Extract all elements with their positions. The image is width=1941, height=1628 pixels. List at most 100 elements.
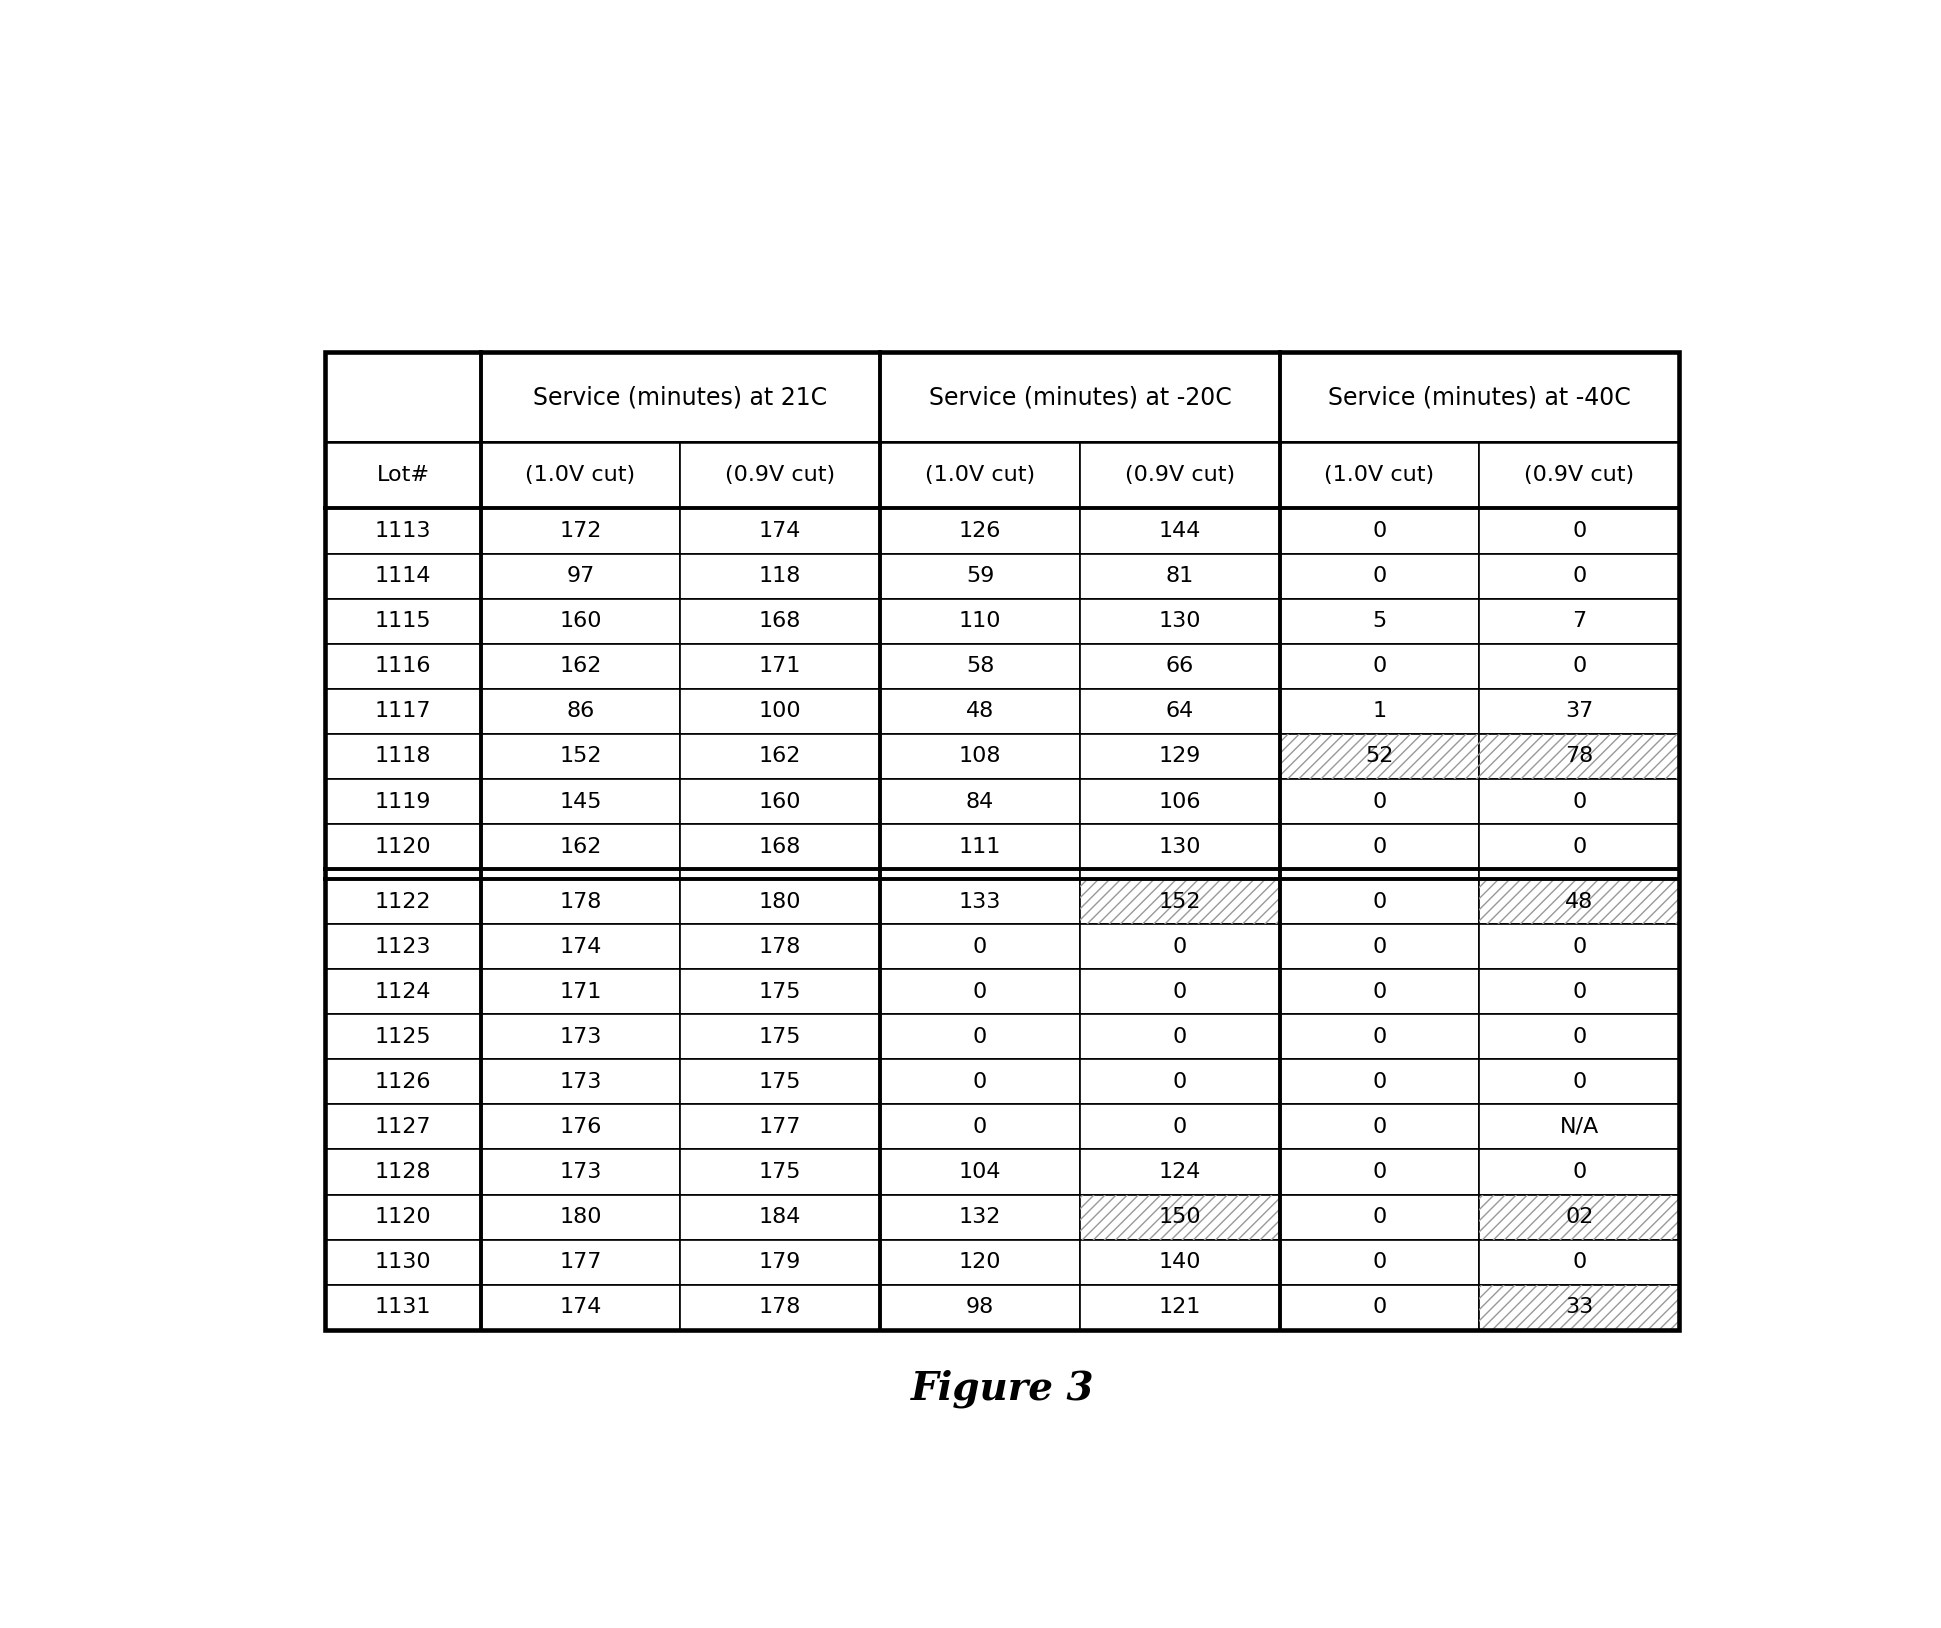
Text: 1113: 1113 (375, 521, 431, 540)
Bar (1079, 879, 1279, 925)
Bar (1079, 1239, 1279, 1284)
Text: 0: 0 (1572, 791, 1586, 812)
Bar (681, 1284, 879, 1330)
Bar (1279, 1149, 1479, 1195)
Bar (481, 599, 681, 643)
Text: 64: 64 (1167, 702, 1194, 721)
Bar (1479, 824, 1679, 869)
Text: 02: 02 (1564, 1206, 1594, 1228)
Bar (681, 599, 879, 643)
Text: Lot#: Lot# (377, 466, 429, 485)
Bar (1279, 780, 1479, 824)
Bar (326, 1104, 481, 1149)
Text: 1115: 1115 (375, 610, 431, 632)
Bar (1279, 925, 1479, 969)
Text: 104: 104 (959, 1162, 1002, 1182)
Text: 86: 86 (567, 702, 594, 721)
Text: N/A: N/A (1561, 1117, 1599, 1136)
Text: 1128: 1128 (375, 1162, 431, 1182)
Text: 58: 58 (967, 656, 994, 676)
Text: Service (minutes) at 21C: Service (minutes) at 21C (534, 386, 827, 409)
Text: 111: 111 (959, 837, 1002, 856)
Text: 108: 108 (959, 747, 1002, 767)
Text: 5: 5 (1372, 610, 1386, 632)
Text: 1131: 1131 (375, 1298, 431, 1317)
Text: 0: 0 (1372, 521, 1386, 540)
Bar (1279, 1104, 1479, 1149)
Bar (681, 554, 879, 599)
Bar (879, 1014, 1079, 1060)
Bar (1479, 643, 1679, 689)
Bar (1479, 869, 1679, 879)
Text: 173: 173 (559, 1027, 602, 1047)
Bar (326, 599, 481, 643)
Bar (1479, 1014, 1679, 1060)
Text: 1: 1 (1372, 702, 1386, 721)
Bar (681, 1104, 879, 1149)
Text: 1114: 1114 (375, 567, 431, 586)
Bar (879, 879, 1079, 925)
Bar (1279, 1195, 1479, 1239)
Bar (681, 1239, 879, 1284)
Bar (1479, 1195, 1679, 1239)
Bar (879, 554, 1079, 599)
Text: 48: 48 (967, 702, 994, 721)
Text: 152: 152 (1159, 892, 1201, 912)
Bar (1079, 443, 1279, 508)
Bar (1279, 352, 1679, 443)
Bar (326, 689, 481, 734)
Bar (1279, 508, 1479, 554)
Bar (481, 869, 681, 879)
Text: 0: 0 (1372, 837, 1386, 856)
Bar (1479, 443, 1679, 508)
Bar (1479, 1104, 1679, 1149)
Bar (326, 1284, 481, 1330)
Text: 162: 162 (559, 837, 602, 856)
Bar (326, 780, 481, 824)
Bar (326, 869, 481, 879)
Text: 0: 0 (1572, 1162, 1586, 1182)
Bar (681, 780, 879, 824)
Text: 0: 0 (1372, 567, 1386, 586)
Bar (879, 925, 1079, 969)
Bar (1079, 1195, 1279, 1239)
Text: 0: 0 (1372, 1027, 1386, 1047)
Text: 0: 0 (1572, 521, 1586, 540)
Text: 1124: 1124 (375, 982, 431, 1001)
Bar (879, 869, 1079, 879)
Text: 178: 178 (759, 936, 802, 957)
Text: 179: 179 (759, 1252, 802, 1271)
Bar (481, 925, 681, 969)
Bar (1279, 824, 1479, 869)
Bar (681, 879, 879, 925)
Bar (1279, 734, 1479, 780)
Bar (326, 969, 481, 1014)
Bar (1279, 554, 1479, 599)
Text: 162: 162 (559, 656, 602, 676)
Text: 1123: 1123 (375, 936, 431, 957)
Bar (879, 1239, 1079, 1284)
Bar (326, 1239, 481, 1284)
Bar (681, 1195, 879, 1239)
Bar (879, 734, 1079, 780)
Text: 121: 121 (1159, 1298, 1201, 1317)
Text: 84: 84 (967, 791, 994, 812)
Bar (681, 969, 879, 1014)
Text: 0: 0 (1372, 1252, 1386, 1271)
Text: 1126: 1126 (375, 1071, 431, 1092)
Text: 132: 132 (959, 1206, 1002, 1228)
Bar (879, 1284, 1079, 1330)
Bar (1079, 1104, 1279, 1149)
Bar (1279, 969, 1479, 1014)
Text: 0: 0 (1372, 1298, 1386, 1317)
Text: (1.0V cut): (1.0V cut) (1324, 466, 1434, 485)
Text: 0: 0 (1372, 982, 1386, 1001)
Text: 0: 0 (1572, 837, 1586, 856)
Text: 1130: 1130 (375, 1252, 431, 1271)
Text: 120: 120 (959, 1252, 1002, 1271)
Text: 124: 124 (1159, 1162, 1201, 1182)
Bar (1479, 969, 1679, 1014)
Text: 0: 0 (1372, 936, 1386, 957)
Bar (1279, 599, 1479, 643)
Bar (481, 1149, 681, 1195)
